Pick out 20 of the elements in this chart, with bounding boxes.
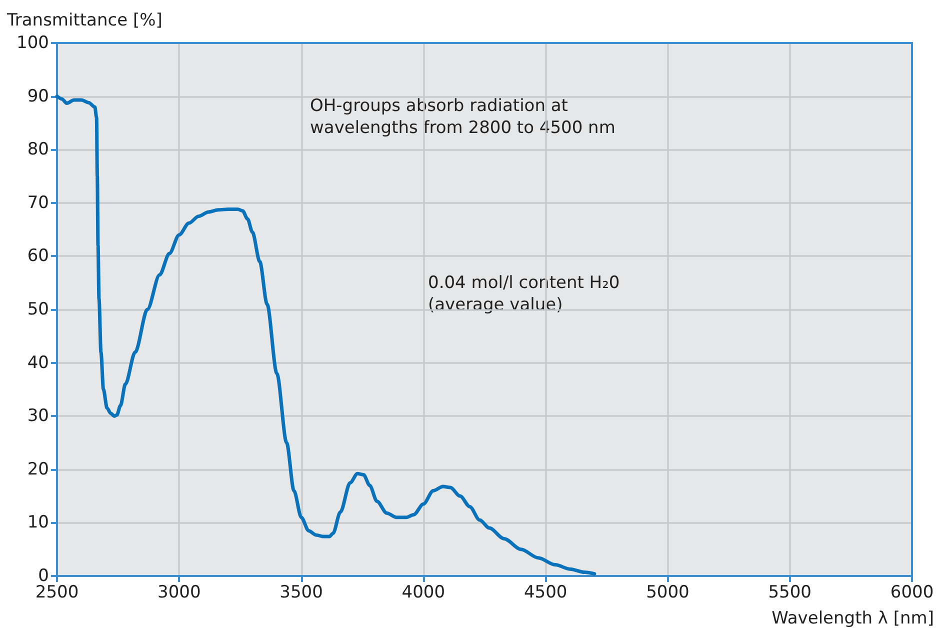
y-tick-label: 70	[27, 192, 49, 213]
y-axis-title: Transmittance [%]	[6, 10, 162, 30]
x-tick-label: 3500	[280, 582, 323, 602]
y-tick-label: 90	[27, 86, 49, 106]
x-tick-label: 6000	[890, 582, 934, 602]
x-axis-title: Wavelength λ [nm]	[772, 608, 934, 628]
y-tick-label: 20	[27, 459, 49, 480]
x-tick-label: 5500	[768, 582, 812, 602]
x-tick-label: 4000	[402, 582, 446, 602]
x-tick-label: 5000	[646, 582, 690, 602]
y-tick-label: 50	[27, 300, 49, 320]
annotation: OH-groups absorb radiation at wavelengths from 2800 to 4500 nm	[310, 96, 616, 138]
x-tick-label: 3000	[158, 582, 201, 602]
y-tick-label: 30	[27, 406, 49, 426]
y-tick-label: 100	[16, 33, 49, 53]
x-tick-label: 4500	[524, 582, 568, 602]
y-tick-label: 40	[27, 352, 49, 373]
y-tick-label: 80	[27, 140, 49, 160]
y-tick-label: 60	[27, 246, 49, 266]
y-tick-label: 10	[27, 512, 49, 533]
